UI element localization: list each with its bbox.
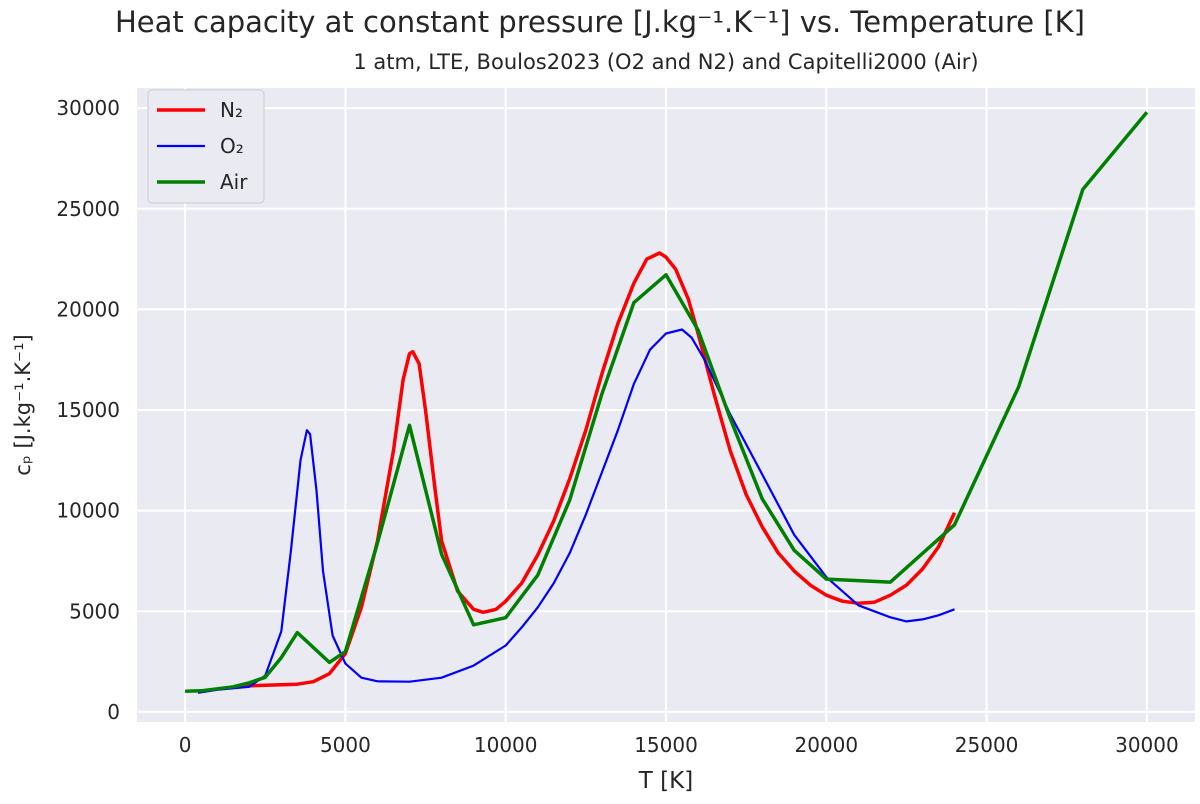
chart-subtitle: 1 atm, LTE, Boulos2023 (O2 and N2) and C… (353, 50, 978, 74)
y-tick-label: 25000 (56, 197, 120, 221)
x-tick-labels: 0 5000 10000 15000 20000 25000 30000 (179, 733, 1179, 757)
x-tick-label: 20000 (794, 733, 858, 757)
legend: N₂ O₂ Air (147, 89, 265, 204)
y-tick-label: 15000 (56, 398, 120, 422)
series-lines (185, 111, 1149, 694)
y-tick-label: 10000 (56, 499, 120, 523)
x-tick-label: 5000 (320, 733, 371, 757)
y-tick-label: 20000 (56, 297, 120, 321)
series-line-n2 (233, 251, 957, 689)
y-tick-label: 5000 (69, 599, 120, 623)
series-line-air (185, 111, 1149, 693)
y-tick-labels: 0 5000 10000 15000 20000 25000 30000 (56, 96, 120, 724)
y-tick-label: 0 (107, 700, 120, 724)
x-tick-label: 30000 (1115, 733, 1179, 757)
x-tick-label: 25000 (955, 733, 1019, 757)
x-axis-label: T [K] (638, 768, 693, 794)
y-axis-label: cₚ [J.kg⁻¹.K⁻¹] (11, 334, 35, 475)
grid (137, 88, 1195, 722)
chart-title: Heat capacity at constant pressure [J.kg… (115, 5, 1085, 39)
legend-label: N₂ (220, 98, 243, 122)
x-tick-label: 10000 (474, 733, 538, 757)
legend-label: Air (220, 170, 248, 194)
series-line-o2 (197, 328, 955, 694)
x-tick-label: 0 (179, 733, 192, 757)
y-tick-label: 30000 (56, 96, 120, 120)
legend-label: O₂ (220, 134, 244, 158)
x-tick-label: 15000 (634, 733, 698, 757)
legend-box (147, 89, 265, 204)
